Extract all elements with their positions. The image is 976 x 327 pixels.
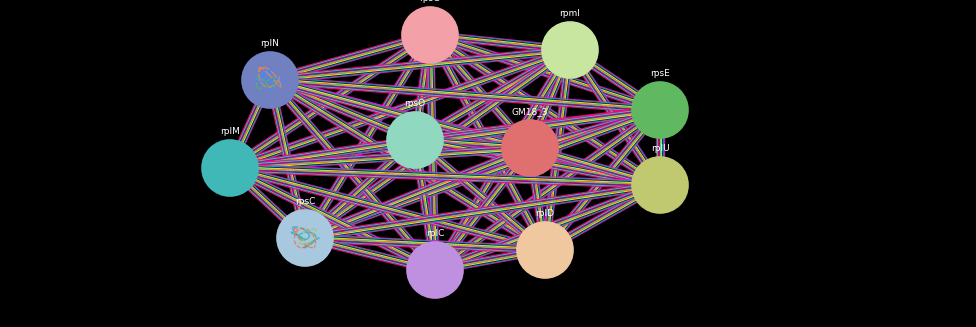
Text: rplC: rplC — [426, 229, 444, 238]
Circle shape — [632, 82, 688, 138]
Circle shape — [632, 157, 688, 213]
Circle shape — [502, 120, 558, 176]
Text: rplM: rplM — [220, 127, 240, 136]
Text: rplU: rplU — [651, 144, 670, 153]
Text: GM18_3: GM18_3 — [511, 107, 549, 116]
Text: rpsC: rpsC — [295, 197, 315, 206]
Circle shape — [402, 7, 458, 63]
Text: rplD: rplD — [536, 209, 554, 218]
Circle shape — [242, 52, 298, 108]
Text: rpsO: rpsO — [404, 99, 426, 108]
Circle shape — [542, 22, 598, 78]
Text: rpsE: rpsE — [650, 69, 670, 78]
Circle shape — [277, 210, 333, 266]
Circle shape — [202, 140, 258, 196]
Text: rplN: rplN — [261, 39, 279, 48]
Text: rpmI: rpmI — [559, 9, 581, 18]
Circle shape — [517, 222, 573, 278]
Circle shape — [387, 112, 443, 168]
Circle shape — [407, 242, 463, 298]
Text: rpsG: rpsG — [420, 0, 440, 3]
